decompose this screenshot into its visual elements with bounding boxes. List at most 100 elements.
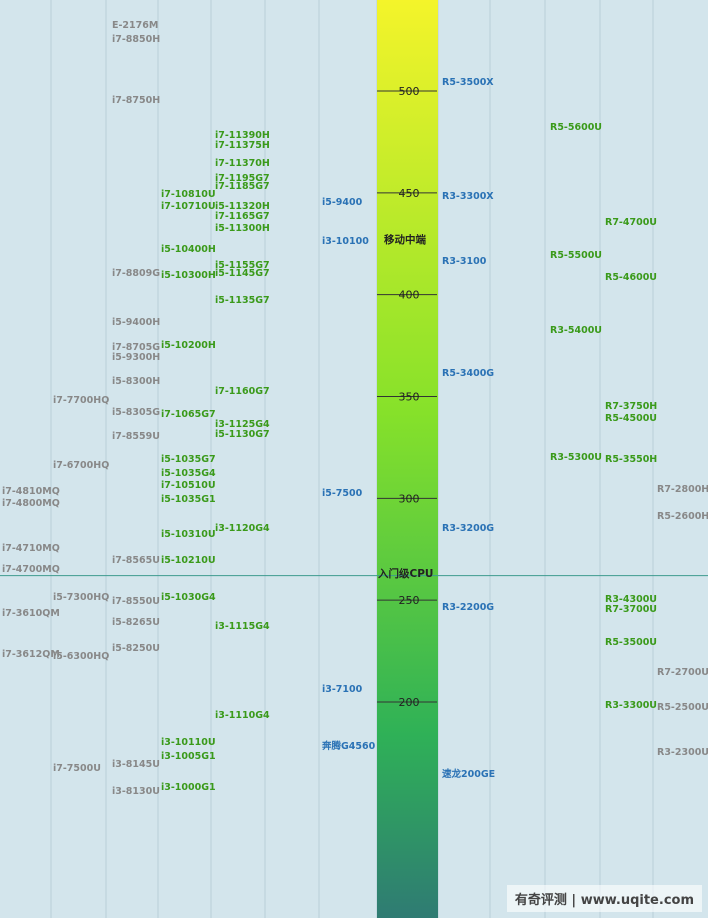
cpu-label: i7-10810U bbox=[161, 188, 216, 200]
tick-label: 450 bbox=[399, 187, 420, 200]
cpu-label: i5-11300H bbox=[215, 223, 270, 235]
cpu-label: i3-1110G4 bbox=[215, 710, 270, 722]
watermark: 有奇评测 | www.uqite.com bbox=[506, 885, 702, 912]
cpu-label: i3-10110U bbox=[161, 736, 216, 748]
cpu-label: R5-3500U bbox=[605, 636, 658, 648]
cpu-label: i7-4700MQ bbox=[2, 563, 60, 575]
cpu-label: i7-8705G bbox=[112, 341, 161, 353]
cpu-label: R3-3300X bbox=[442, 190, 494, 202]
cpu-label: i7-4800MQ bbox=[2, 498, 60, 510]
cpu-label: i5-1135G7 bbox=[215, 294, 270, 306]
cpu-label: R3-2200G bbox=[442, 602, 495, 614]
cpu-label: R5-5500U bbox=[550, 249, 603, 261]
cpu-label: R5-3400G bbox=[442, 368, 495, 380]
cpu-label: R7-2800H bbox=[657, 484, 708, 496]
cpu-label: R3-5400U bbox=[550, 325, 603, 337]
cpu-label: i5-10200H bbox=[161, 339, 216, 351]
cpu-label: 速龙200GE bbox=[442, 769, 496, 781]
cpu-label: i5-11320H bbox=[215, 201, 270, 213]
cpu-label: R3-2300U bbox=[657, 746, 708, 758]
tier-label-mobile-mid: 移动中端 bbox=[384, 233, 426, 246]
cpu-label: i7-8550U bbox=[112, 596, 160, 608]
cpu-label: i7-1065G7 bbox=[161, 408, 216, 420]
scale-ticks: 500 450 400 350 300 250 200 bbox=[377, 85, 437, 709]
score-scale-bar bbox=[377, 0, 438, 918]
cpu-label: i5-1130G7 bbox=[215, 429, 270, 441]
cpu-label: R3-4300U bbox=[605, 594, 658, 606]
cpu-label: i5-1035G4 bbox=[161, 467, 216, 479]
cpu-label: i5-8305G bbox=[112, 406, 161, 418]
cpu-label: R7-3750H bbox=[605, 400, 658, 412]
cpu-label: i7-1160G7 bbox=[215, 386, 270, 398]
cpu-label: i7-1165G7 bbox=[215, 211, 270, 223]
cpu-label: i7-11375H bbox=[215, 139, 270, 151]
cpu-label: i5-7500 bbox=[322, 488, 363, 500]
cpu-label: i3-7100 bbox=[322, 683, 363, 695]
cpu-label: R5-3500X bbox=[442, 76, 494, 88]
cpu-label: i5-9400H bbox=[112, 317, 161, 329]
tick-label: 500 bbox=[399, 85, 420, 98]
cpu-label: i7-10710U bbox=[161, 201, 216, 213]
cpu-label: i7-4710MQ bbox=[2, 543, 60, 555]
cpu-label: i5-1030G4 bbox=[161, 592, 216, 604]
cpu-label: R3-3200G bbox=[442, 522, 495, 534]
cpu-label: i5-10400H bbox=[161, 243, 216, 255]
cpu-label: R3-3100 bbox=[442, 256, 487, 268]
cpu-label: i3-8145U bbox=[112, 759, 160, 771]
tick-label: 250 bbox=[399, 594, 420, 607]
cpu-label: i5-1145G7 bbox=[215, 268, 270, 280]
cpu-label: i3-1005G1 bbox=[161, 750, 216, 762]
cpu-label: i3-1120G4 bbox=[215, 522, 270, 534]
cpu-label: R7-3700U bbox=[605, 604, 658, 616]
cpu-label: i5-1155G7 bbox=[215, 260, 270, 272]
cpu-label: i7-1185G7 bbox=[215, 180, 270, 192]
cpu-label: i5-10210U bbox=[161, 555, 216, 567]
cpu-label: i7-3610QM bbox=[2, 608, 60, 620]
cpu-label: i7-6700HQ bbox=[53, 459, 110, 471]
cpu-label: i7-8809G bbox=[112, 268, 161, 280]
cpu-label: i5-10310U bbox=[161, 528, 216, 540]
cpu-label: R5-4600U bbox=[605, 272, 658, 284]
cpu-label: i5-7300HQ bbox=[53, 592, 110, 604]
cpu-label: i7-8565U bbox=[112, 555, 160, 567]
tick-label: 300 bbox=[399, 492, 420, 505]
cpu-label: i7-1195G7 bbox=[215, 172, 270, 184]
cpu-label: i7-4810MQ bbox=[2, 486, 60, 498]
cpu-label: i3-1000G1 bbox=[161, 781, 216, 793]
cpu-label: i7-3612QM bbox=[2, 649, 60, 661]
cpu-label: i5-1035G1 bbox=[161, 494, 216, 506]
cpu-label: E-2176M bbox=[112, 19, 159, 31]
tier-label-entry: 入门级CPU bbox=[378, 567, 434, 580]
cpu-label: i5-8300H bbox=[112, 376, 161, 388]
cpu-label: i5-1035G7 bbox=[161, 453, 216, 465]
cpu-label: R5-2500U bbox=[657, 702, 708, 714]
cpu-label: R3-3300U bbox=[605, 700, 658, 712]
cpu-label: i7-7700HQ bbox=[53, 394, 110, 406]
cpu-label: i5-6300HQ bbox=[53, 651, 110, 663]
cpu-label: i7-8750H bbox=[112, 95, 161, 107]
cpu-label: i5-8265U bbox=[112, 616, 160, 628]
tick-label: 400 bbox=[399, 289, 420, 302]
cpu-label: i7-10510U bbox=[161, 480, 216, 492]
cpu-label: i5-10300H bbox=[161, 270, 216, 282]
cpu-label: i3-1115G4 bbox=[215, 620, 270, 632]
cpu-label: i3-1125G4 bbox=[215, 419, 270, 430]
cpu-label: R5-2600H bbox=[657, 510, 708, 522]
cpu-label: R7-2700U bbox=[657, 667, 708, 679]
cpu-label: i5-9300H bbox=[112, 351, 161, 363]
cpu-label: i5-8250U bbox=[112, 643, 160, 655]
cpu-label: i3-8130U bbox=[112, 785, 160, 797]
cpu-label: R3-5300U bbox=[550, 451, 603, 463]
cpu-label: R5-5600U bbox=[550, 121, 603, 133]
cpu-label: R7-4700U bbox=[605, 217, 658, 229]
cpu-label: i7-8559U bbox=[112, 431, 160, 443]
cpu-label: R5-3550H bbox=[605, 453, 658, 465]
column-lines bbox=[50, 0, 654, 918]
cpu-label: i7-11370H bbox=[215, 158, 270, 170]
cpu-label: i5-9400 bbox=[322, 197, 363, 208]
cpu-label: i3-10100 bbox=[322, 235, 369, 247]
tick-label: 200 bbox=[399, 696, 420, 709]
cpu-label: i7-7500U bbox=[53, 763, 101, 775]
